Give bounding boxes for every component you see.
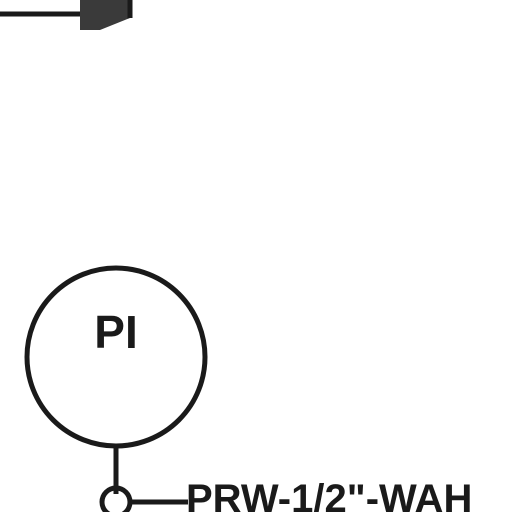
pressure-indicator: PI (24, 265, 208, 449)
flow-arrowhead (80, 0, 130, 30)
flow-arrow (0, 0, 133, 30)
instrument-tag: PI (94, 306, 137, 358)
line-number-label: PRW-1/2"-WAH (186, 477, 472, 512)
